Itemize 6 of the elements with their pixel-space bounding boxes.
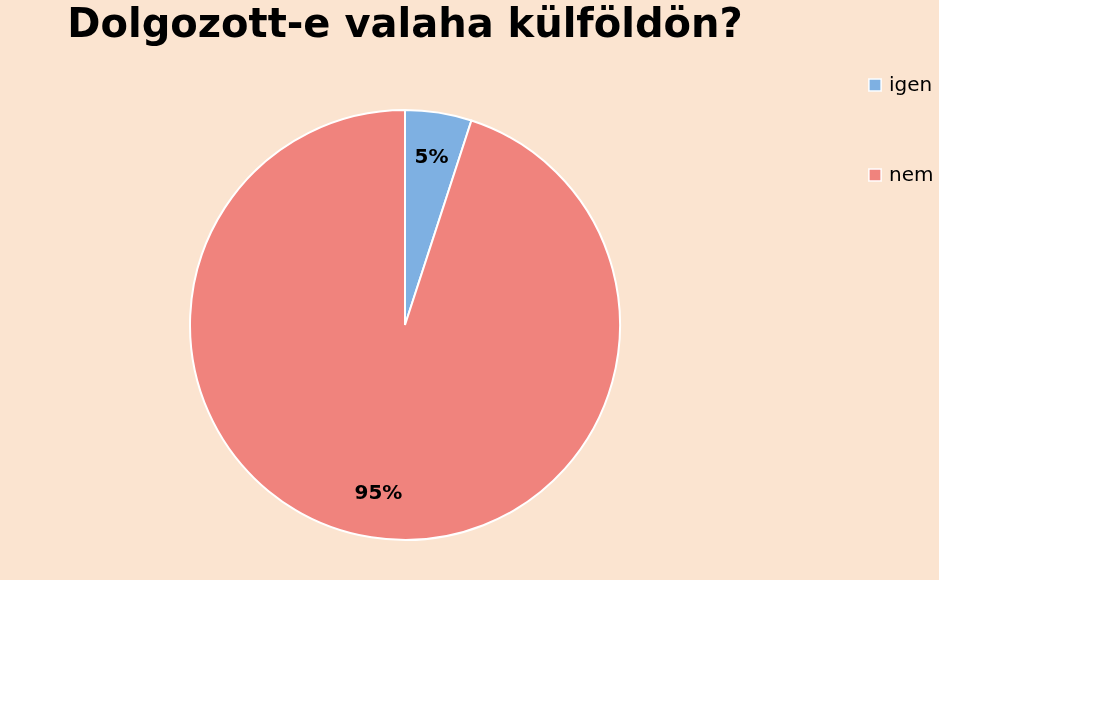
data-label: 5%: [414, 144, 449, 169]
pie-slice: [189, 109, 621, 541]
legend-label: igen: [889, 72, 933, 96]
chart-title: Dolgozott-e valaha külföldön?: [67, 0, 743, 46]
data-label: 95%: [354, 479, 403, 504]
legend-label: nem: [889, 162, 934, 186]
